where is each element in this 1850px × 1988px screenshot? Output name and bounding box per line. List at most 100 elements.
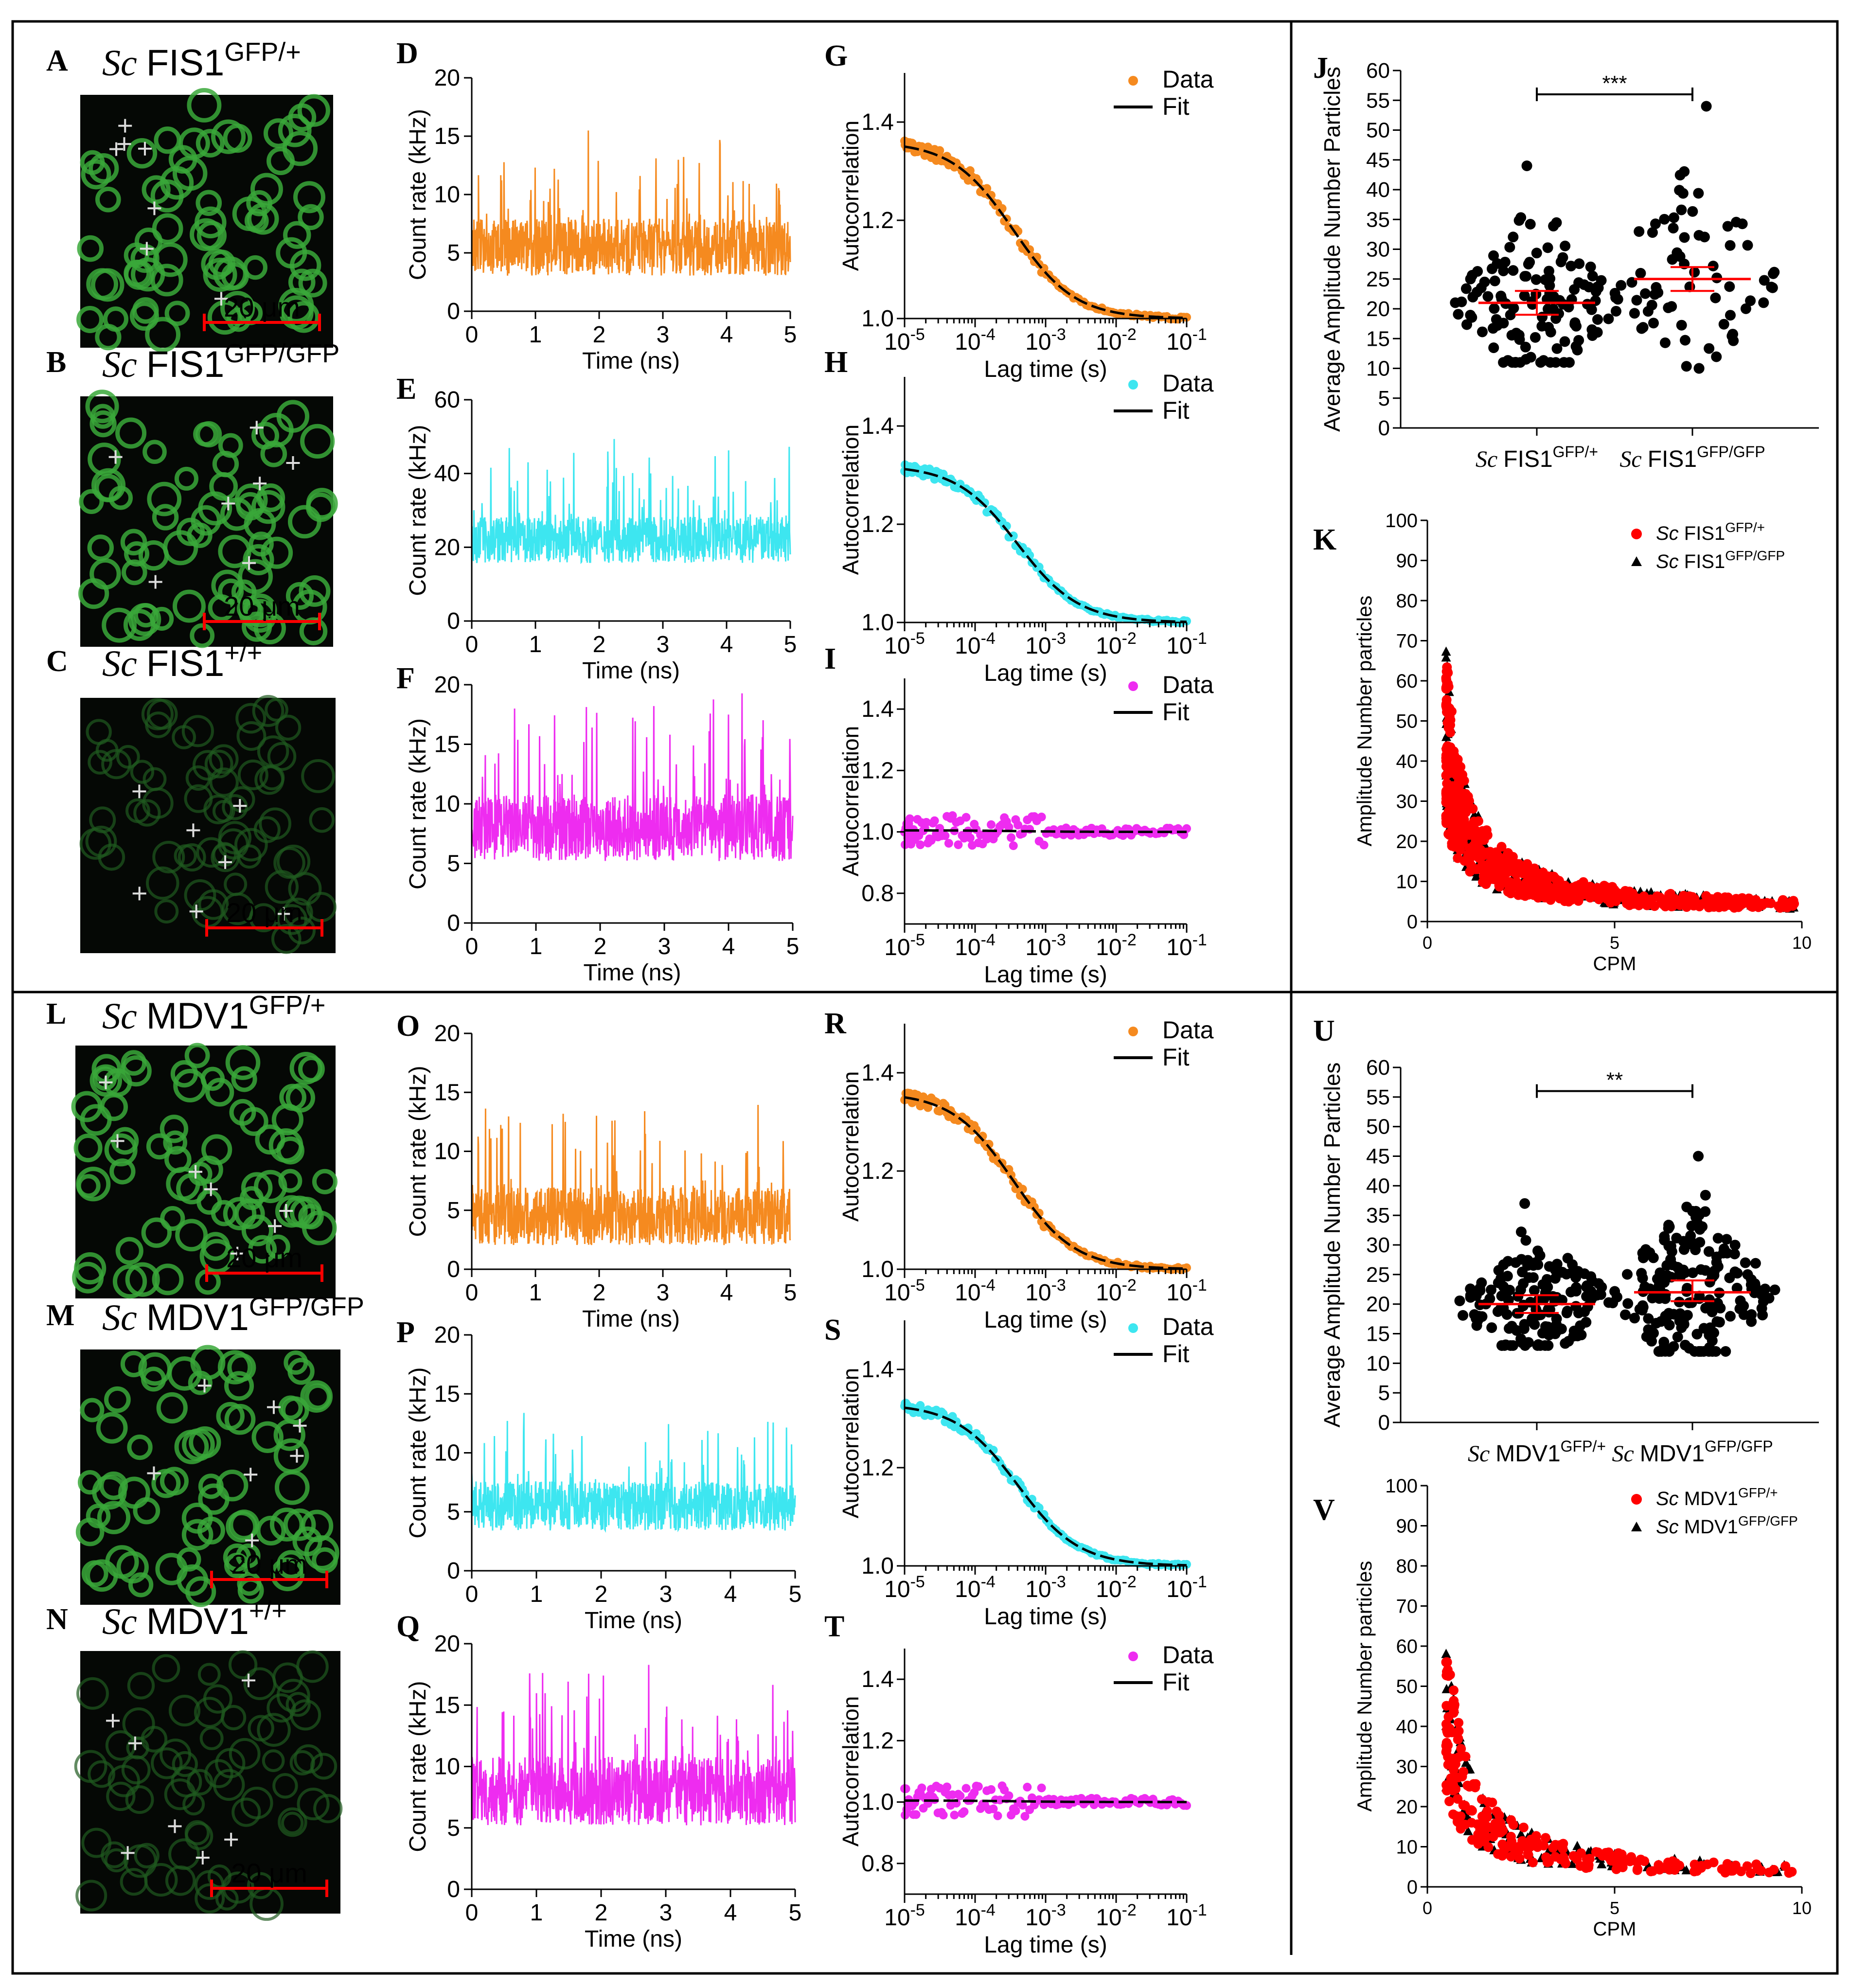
dot-point — [1558, 299, 1569, 310]
x-axis-label: CPM — [1593, 953, 1637, 975]
dot-point — [1646, 1335, 1657, 1347]
legend-label: Sc FIS1GFP/GFP — [1656, 548, 1785, 572]
dot-point — [1585, 261, 1596, 272]
panel-label-V: V — [1313, 1493, 1335, 1526]
dot-point — [1676, 204, 1687, 215]
y-tick-label: 5 — [447, 1198, 460, 1224]
dot-point — [1661, 1260, 1672, 1271]
x-tick-label: 10-3 — [1025, 931, 1066, 960]
cell — [97, 1501, 131, 1534]
x-axis-label: Time (ns) — [584, 960, 681, 986]
cell — [146, 1133, 173, 1160]
dot-point — [1573, 335, 1584, 346]
y-tick-label: 1.4 — [861, 1667, 894, 1692]
data-point — [922, 817, 931, 827]
cell — [121, 1050, 147, 1076]
y-tick-label: 10 — [1366, 1351, 1390, 1375]
figure-frame — [11, 20, 1839, 1975]
circle-point — [1787, 1866, 1797, 1877]
y-tick-label: 1.2 — [861, 1728, 894, 1754]
dot-point — [1672, 1262, 1684, 1273]
x-tick-label: 5 — [784, 1280, 797, 1306]
circle-point — [1454, 1718, 1464, 1728]
chart-J: J 0 5 10 15 20 25 30 35 40 45 50 55 60 Average Amplitu… — [1313, 52, 1819, 472]
panel-label-N: N — [46, 1603, 68, 1636]
circle-point — [1458, 817, 1468, 828]
circle-point — [1459, 1767, 1469, 1777]
data-point — [901, 1784, 910, 1793]
circle-point — [1617, 1849, 1627, 1860]
x-tick-label: 2 — [593, 322, 606, 348]
dot-point — [1750, 1280, 1761, 1292]
trace-line-F — [471, 693, 794, 861]
panel-label-H: H — [824, 346, 848, 379]
dot-point — [1513, 215, 1525, 226]
cell — [102, 607, 137, 643]
dot-point — [1648, 318, 1659, 329]
x-axis-label: CPM — [1593, 1918, 1637, 1940]
circle-point — [1469, 826, 1479, 836]
data-point — [905, 814, 914, 823]
y-axis-label: Count rate (kHz) — [405, 1065, 431, 1237]
y-axis-label: Autocorrelation — [838, 425, 863, 575]
y-axis-label: Count rate (kHz) — [405, 109, 431, 280]
x-category-label: Sc FIS1GFP/GFP — [1619, 443, 1765, 472]
dot-point — [1674, 251, 1686, 262]
cell — [80, 1398, 105, 1422]
circle-point — [1453, 1794, 1463, 1804]
cell — [164, 301, 190, 326]
dot-point — [1565, 1286, 1577, 1297]
circle-point — [1624, 887, 1635, 897]
data-point — [1011, 1806, 1020, 1815]
cell — [213, 256, 248, 291]
cell — [88, 1760, 115, 1788]
cell — [152, 1263, 184, 1296]
cell — [209, 767, 239, 797]
x-tick-label: 10-4 — [955, 1573, 996, 1602]
significance-bracket — [1536, 88, 1693, 101]
dot-point — [1712, 1233, 1724, 1244]
circle-point — [1782, 903, 1792, 913]
circle-point — [1460, 1801, 1470, 1811]
y-tick-label: 20 — [434, 534, 460, 560]
panel-M: M Sc MDV1GFP/GFP 20 μm — [46, 1292, 364, 1607]
x-tick-label: 2 — [594, 934, 607, 959]
circle-point — [1483, 1822, 1494, 1832]
x-tick-label: 10-1 — [1166, 931, 1207, 960]
data-point — [954, 840, 963, 850]
legend-data-label: Data — [1162, 1641, 1214, 1668]
dot-point — [1486, 1322, 1497, 1333]
scale-bar-label: 20 μm — [224, 591, 300, 621]
cell — [128, 1572, 154, 1598]
circle-point — [1451, 1811, 1461, 1821]
cell — [185, 1576, 216, 1607]
x-tick-label: 10-2 — [1096, 931, 1137, 960]
cell — [285, 1083, 316, 1113]
y-axis-label: Count rate (kHz) — [405, 1681, 431, 1852]
data-point — [989, 1804, 998, 1813]
panel-label-R: R — [824, 1007, 847, 1040]
circle-point — [1750, 900, 1761, 910]
dot-point — [1675, 1270, 1687, 1281]
ci-bar — [1515, 1294, 1559, 1314]
dot-point — [1668, 1309, 1679, 1320]
cell — [181, 1502, 213, 1534]
data-point — [987, 1785, 996, 1794]
x-tick-label: 10-4 — [955, 325, 996, 355]
data-point — [1039, 840, 1049, 850]
data-point — [1009, 531, 1018, 540]
circle-point — [1558, 1839, 1568, 1849]
dot-point — [1634, 226, 1645, 237]
cell — [281, 1811, 304, 1834]
dot-point — [1708, 1270, 1720, 1281]
circle-point — [1595, 891, 1605, 901]
dot-point — [1493, 1277, 1504, 1288]
dot-point — [1532, 1340, 1543, 1351]
cell — [229, 1738, 261, 1770]
y-tick-label: 60 — [1366, 59, 1390, 83]
y-tick-label: 20 — [1396, 1796, 1418, 1818]
dot-point — [1640, 288, 1651, 299]
cell — [132, 297, 159, 324]
dot-point — [1704, 343, 1715, 354]
dot-point — [1722, 221, 1733, 232]
